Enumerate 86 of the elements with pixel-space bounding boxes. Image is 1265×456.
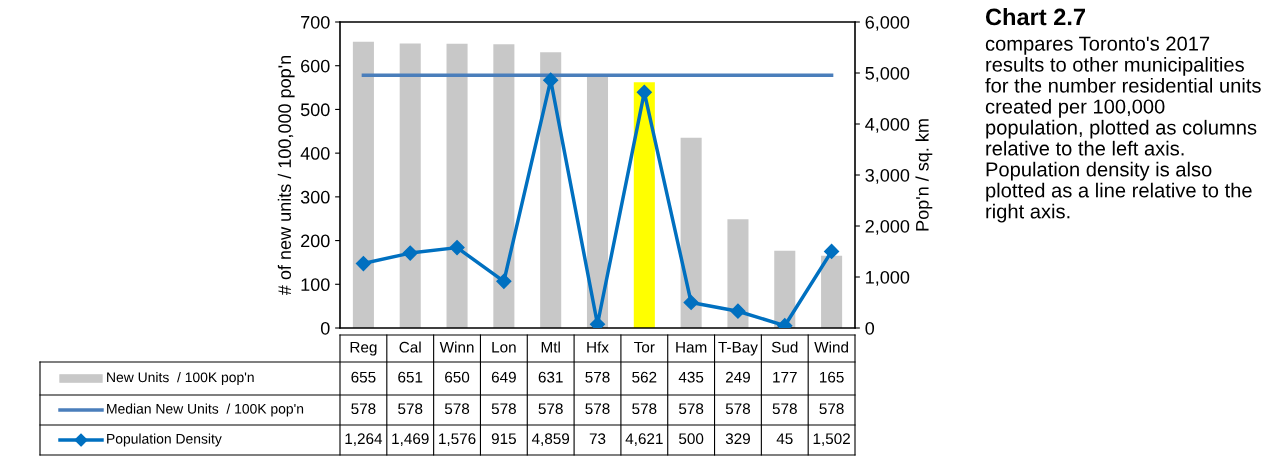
point — [355, 255, 371, 272]
data-label: 578 — [538, 403, 563, 415]
x-tick-label: Ham — [676, 341, 707, 353]
y-tick-label: 0 — [320, 321, 330, 335]
y-axis-title: # of new units / 100,000 pop'n — [277, 55, 295, 296]
x-tick-label: Cal — [399, 341, 421, 353]
y-tick-label: 700 — [301, 15, 330, 29]
data-label: 1,576 — [439, 433, 476, 446]
y2-axis-title: Pop'n / sq. km — [915, 119, 933, 231]
point — [543, 72, 559, 88]
data-label: 578 — [632, 403, 657, 415]
data-label: 578 — [585, 371, 610, 383]
y-tick-label: 300 — [300, 190, 330, 204]
data-label: 562 — [632, 371, 657, 383]
y-tick-label: 600 — [301, 59, 330, 73]
bar — [774, 250, 796, 328]
y2-tick-label: 1,000 — [866, 270, 910, 286]
legend-label: Median New Units / 100K pop'n — [107, 403, 304, 417]
text: compares Toronto's 2017 results to other municipalities for the number residential units created per 100,000 population, plotted as columns relative to the left axis. Population density is also plotted as a line relative to the right axis. — [985, 36, 1261, 223]
data-label: 655 — [351, 371, 376, 383]
point — [824, 243, 840, 259]
x-tick-label: Lon — [492, 341, 516, 353]
y2-tick-label: 3,000 — [865, 168, 910, 184]
y-tick-label: 400 — [300, 147, 330, 160]
point — [730, 303, 746, 319]
data-label: 578 — [679, 403, 704, 415]
data-label: 578 — [398, 403, 423, 415]
point — [636, 84, 652, 100]
point — [496, 273, 512, 289]
y2-tick-label: 4,000 — [865, 117, 910, 133]
bar — [586, 75, 609, 328]
bar — [633, 82, 655, 328]
bar — [821, 255, 843, 328]
bar — [352, 41, 374, 328]
data-label: 915 — [491, 433, 516, 445]
x-tick-label: Wind — [814, 341, 849, 353]
data-label: 649 — [491, 371, 516, 383]
bar — [493, 44, 515, 328]
data-label: 249 — [725, 371, 750, 383]
y2-tick-label: 0 — [865, 321, 875, 335]
data-label: 1,469 — [392, 433, 429, 446]
data-label: 165 — [820, 371, 844, 383]
point — [683, 294, 699, 311]
bar — [727, 219, 749, 328]
data-label: 1,264 — [345, 433, 383, 446]
bar — [680, 137, 702, 328]
legend-label: Population Density — [107, 433, 222, 447]
x-tick-label: Winn — [439, 341, 474, 353]
data-label: 4,621 — [625, 433, 663, 446]
data-label: 650 — [445, 371, 470, 383]
bar — [540, 52, 562, 328]
y-tick-label: 500 — [300, 103, 330, 117]
x-tick-label: Mtl — [541, 341, 560, 353]
data-label: 651 — [398, 371, 423, 383]
data-label: 578 — [772, 403, 797, 415]
data-label: 329 — [725, 433, 750, 445]
data-label: 631 — [538, 371, 563, 383]
x-tick-label: T-Bay — [718, 341, 758, 356]
data-label: 4,859 — [531, 433, 570, 446]
legend-label: New Units / 100K pop'n — [107, 372, 254, 385]
x-tick-label: Tor — [634, 341, 655, 353]
y2-tick-label: 5,000 — [865, 66, 910, 82]
x-tick-label: Sud — [771, 341, 798, 353]
data-label: 578 — [725, 403, 751, 415]
data-label: 45 — [776, 433, 793, 445]
caption: Chart 2.7 — [985, 8, 1085, 26]
data-label: 435 — [678, 371, 704, 383]
data-label: 177 — [773, 371, 797, 383]
data-label: 578 — [444, 403, 470, 415]
bar — [446, 43, 468, 328]
y-tick-label: 200 — [301, 234, 330, 248]
y-tick-label: 100 — [301, 278, 330, 292]
x-tick-label: Hfx — [587, 341, 609, 353]
data-label: 73 — [589, 433, 606, 445]
data-label: 578 — [491, 403, 516, 415]
y2-tick-label: 2,000 — [865, 219, 910, 235]
point — [402, 245, 418, 261]
data-label: 578 — [351, 403, 376, 415]
bar — [399, 43, 421, 328]
y2-tick-label: 6,000 — [865, 15, 910, 31]
x-tick-label: Reg — [350, 341, 377, 356]
data-label: 500 — [679, 433, 704, 445]
data-label: 578 — [819, 403, 844, 415]
data-label: 578 — [585, 403, 610, 415]
data-label: 1,502 — [813, 433, 850, 446]
point — [449, 240, 465, 256]
